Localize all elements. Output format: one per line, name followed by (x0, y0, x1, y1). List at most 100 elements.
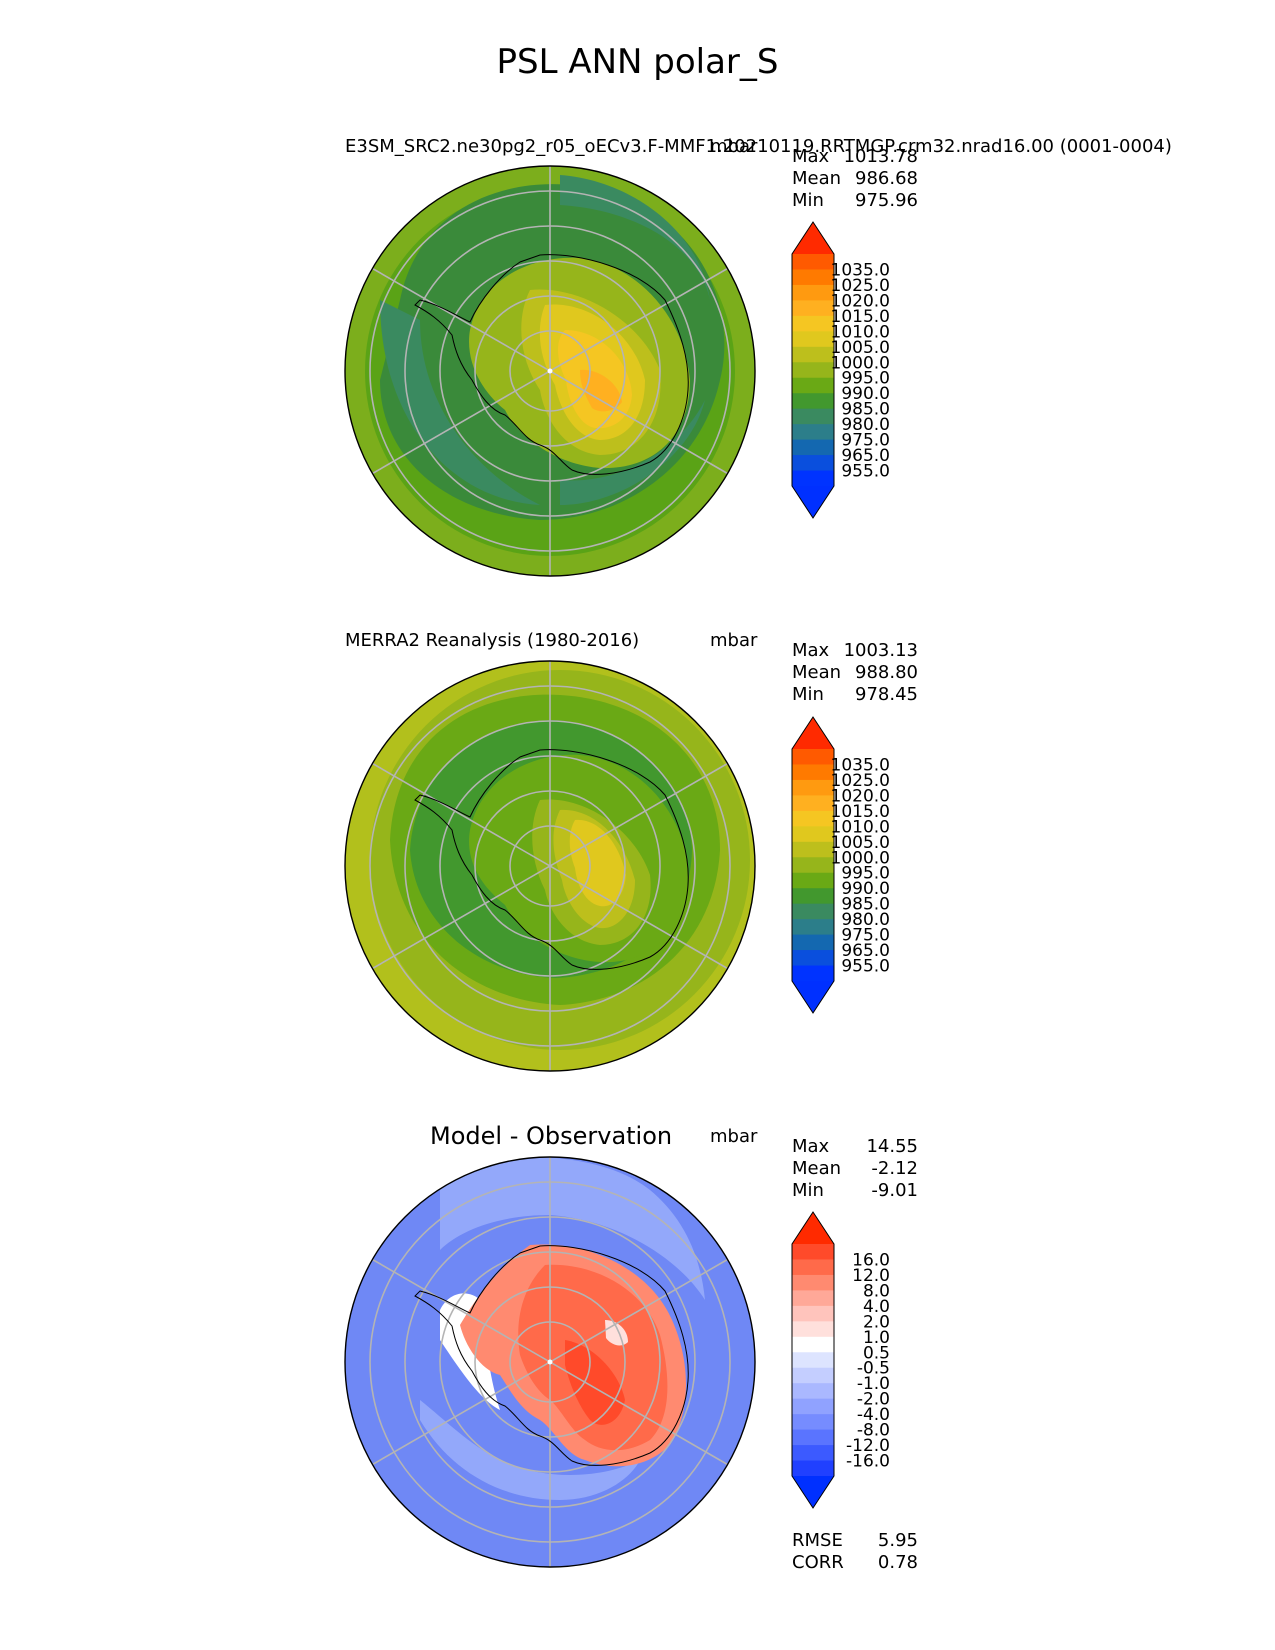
stat-value: -2.12 (871, 1158, 918, 1179)
colorbar-segment (792, 284, 834, 301)
colorbar-tick-label: 975.0 (841, 431, 890, 451)
colorbar-segment (792, 1352, 834, 1369)
colorbar-tick-label: 1010.0 (831, 322, 890, 342)
colorbar-segment (792, 362, 834, 379)
colorbar-segment (792, 965, 834, 982)
coastline (414, 749, 689, 970)
colorbar-tick-label: 1025.0 (831, 276, 890, 296)
panel2-grid (369, 661, 731, 1071)
colorbar-segment (792, 888, 834, 905)
stat-label: Mean (792, 662, 842, 683)
colorbar-tick-label: 955.0 (841, 462, 890, 482)
colorbar-segment (792, 315, 834, 332)
colorbar-tick-label: 4.0 (863, 1297, 890, 1317)
colorbar-tick-label: -8.0 (857, 1421, 890, 1441)
colorbar-segment (792, 749, 834, 765)
colorbar-segment (792, 269, 834, 286)
field-weak-neg (440, 1157, 705, 1300)
colorbar-segment (792, 779, 834, 796)
colorbar-tick-label: 1015.0 (831, 307, 890, 327)
metric-label: RMSE (792, 1530, 843, 1551)
colorbar-tick-label: 990.0 (841, 879, 890, 899)
stat-value: 986.68 (855, 168, 918, 189)
metric-label: CORR (792, 1552, 844, 1573)
colorbar-segment (792, 331, 834, 348)
colorbar-tick-label: -16.0 (846, 1452, 890, 1472)
colorbar-tick-label: 16.0 (852, 1250, 890, 1270)
colorbar-tick-label: 1010.0 (831, 817, 890, 837)
colorbar-outline (791, 1211, 835, 1509)
pole-marker (547, 368, 553, 374)
colorbar-segment (792, 393, 834, 410)
colorbar-extend-top (792, 717, 834, 749)
colorbar-segment (792, 810, 834, 827)
stat-label: Min (792, 190, 824, 211)
colorbar-tick-label: 1035.0 (831, 260, 890, 280)
stat-value: 975.96 (855, 190, 918, 211)
colorbar-segment (792, 826, 834, 843)
stat-label: Min (792, 684, 824, 705)
stat-value: 1013.78 (843, 146, 918, 167)
colorbar-segment (792, 455, 834, 472)
field-peak (565, 1340, 625, 1425)
panel2-unit: mbar (710, 630, 758, 651)
stat-value: 988.80 (855, 662, 918, 683)
colorbar-segment (792, 1445, 834, 1462)
stat-row: Mean 986.68 (792, 168, 918, 190)
map-boundary (344, 1156, 756, 1568)
colorbar-segment (792, 857, 834, 874)
colorbar-tick-label: -1.0 (857, 1374, 890, 1394)
stat-row: Min 975.96 (792, 190, 918, 212)
colorbar-extend-top (792, 1212, 834, 1244)
stat-row: Mean 988.80 (792, 662, 918, 684)
field-neutral (440, 1293, 500, 1410)
colorbar-tick-label: 965.0 (841, 941, 890, 961)
field-low-patch (560, 400, 705, 505)
colorbar-segment (792, 1336, 834, 1353)
colorbar-segment (792, 1383, 834, 1400)
colorbar-segment (792, 1414, 834, 1431)
panel3-title: Model - Observation (430, 1122, 673, 1150)
colorbar-tick-label: 1005.0 (831, 833, 890, 853)
panel2-title: MERRA2 Reanalysis (1980-2016) (345, 630, 640, 651)
stat-label: Min (792, 1180, 824, 1201)
field-low-patch (560, 175, 710, 300)
colorbar-tick-label: 1005.0 (831, 338, 890, 358)
stat-row: Max 1003.13 (792, 640, 918, 662)
colorbar-tick-label: 995.0 (841, 369, 890, 389)
colorbar-segment (792, 377, 834, 394)
colorbar-tick-label: 955.0 (841, 957, 890, 977)
stat-label: Max (792, 146, 830, 167)
colorbar-tick-label: 2.0 (863, 1312, 890, 1332)
panel3-unit: mbar (710, 1126, 758, 1147)
stat-value: -9.01 (871, 1180, 918, 1201)
stat-row: Min 978.45 (792, 684, 918, 706)
colorbar-extend-top (792, 222, 834, 254)
colorbar-segment (792, 470, 834, 487)
colorbar-tick-label: 1020.0 (831, 291, 890, 311)
coastline (414, 1245, 689, 1466)
stat-row: Mean -2.12 (792, 1158, 918, 1180)
colorbar-tick-label: 1000.0 (831, 353, 890, 373)
colorbar-segment (792, 1429, 834, 1446)
stat-label: Max (792, 640, 830, 661)
stat-row: Min -9.01 (792, 1180, 918, 1202)
colorbar-tick-label: -2.0 (857, 1390, 890, 1410)
colorbar-tick-label: 980.0 (841, 415, 890, 435)
panel3-stats: Max 14.55 Mean -2.12 Min -9.01 (792, 1136, 918, 1202)
colorbar-segment (792, 254, 834, 270)
panel2-stats: Max 1003.13 Mean 988.80 Min 978.45 (792, 640, 918, 706)
colorbar-segment (792, 1290, 834, 1307)
colorbar-segment (792, 1274, 834, 1291)
colorbar-segment (792, 764, 834, 781)
stat-value: 14.55 (866, 1136, 918, 1157)
figure-title: PSL ANN polar_S (496, 42, 779, 82)
colorbar-segment (792, 1305, 834, 1322)
field-peak (580, 369, 622, 412)
